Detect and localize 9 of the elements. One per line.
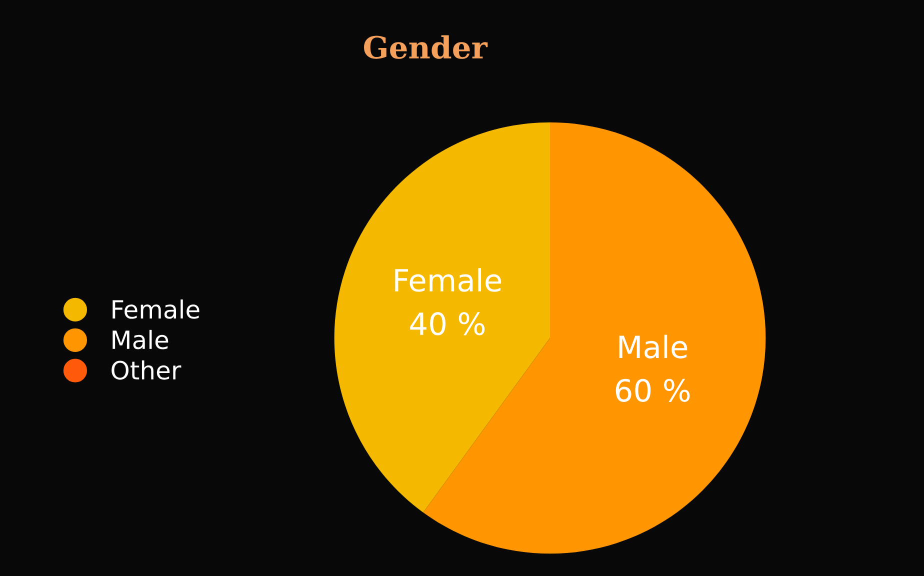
legend-label: Male [112,330,168,350]
data-label: 40 % [410,312,485,336]
slice-label: Male [619,334,688,358]
legend-label: Female [112,299,200,319]
legend-label: Other [112,360,182,380]
pie-slice [334,122,550,512]
chart-title: Gender [364,35,488,59]
slice-label: Female [395,268,502,292]
data-label: 60 % [616,378,690,402]
